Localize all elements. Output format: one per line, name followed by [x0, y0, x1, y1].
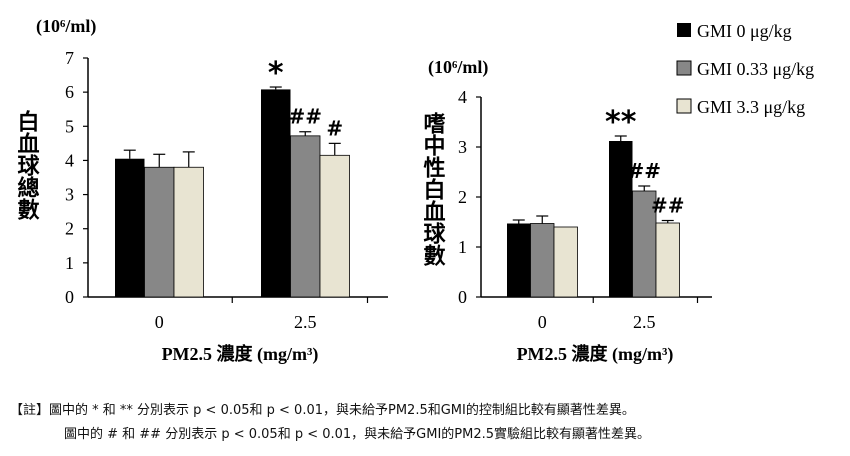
chart2-bar	[609, 141, 633, 297]
legend-label-gmi-033: GMI 0.33 μg/kg	[697, 59, 814, 79]
legend: GMI 0 μg/kg GMI 0.33 μg/kg GMI 3.3 μg/kg	[676, 21, 814, 117]
chart2-category-label: 2.5	[633, 312, 656, 332]
chart2-x-axis-title: PM2.5 濃度 (mg/m³)	[517, 343, 674, 365]
figure: (10⁶/ml) 白血球總數 PM2.5 濃度 (mg/m³) 0 1 2 3 4 5 6 7…	[14, 16, 815, 365]
chart2-y-tick-label: 2	[458, 187, 467, 207]
legend-swatch-gmi-033	[676, 60, 692, 76]
chart2-significance-marker: ##	[651, 194, 685, 218]
chart2-bar	[655, 222, 680, 298]
chart1-y-tick-label: 6	[65, 82, 74, 102]
chart1-category-label: 2.5	[294, 312, 317, 332]
chart1-significance-marker: *	[268, 56, 284, 91]
chart2-y-tick-label: 3	[458, 137, 467, 157]
chart1-bar	[144, 166, 175, 298]
footnote-significance-star: 【註】圖中的 * 和 ** 分別表示 p < 0.05和 p < 0.01，與未…	[10, 403, 635, 418]
legend-swatch-gmi-0	[677, 23, 691, 37]
chart1-y-tick-label: 2	[65, 219, 74, 239]
chart1-y-tick-label: 4	[65, 150, 74, 170]
legend-swatch-gmi-33	[676, 98, 692, 114]
chart1-y-tick-label: 1	[65, 253, 74, 273]
chart2-y-tick-label: 4	[458, 87, 467, 107]
chart2-bar	[530, 223, 555, 298]
footnote-significance-hash: 圖中的 # 和 ## 分別表示 p < 0.05和 p < 0.01，與未給予G…	[64, 427, 651, 442]
chart2-y-tick-label: 1	[458, 237, 467, 257]
chart1-significance-marker: #	[326, 116, 343, 140]
chart1-category-label: 0	[155, 312, 164, 332]
chart2-plot: 0 1 2 3 4 0 2.5 ** ## ##	[458, 87, 712, 332]
chart2-unit-label: (10⁶/ml)	[428, 57, 488, 78]
chart2-y-tick-label: 0	[458, 287, 467, 307]
chart1-y-tick-label: 7	[65, 48, 74, 68]
legend-label-gmi-0: GMI 0 μg/kg	[697, 21, 792, 41]
chart1-unit-label: (10⁶/ml)	[36, 16, 96, 37]
chart1-x-axis-title: PM2.5 濃度 (mg/m³)	[162, 343, 319, 365]
chart2-bar	[507, 223, 531, 297]
chart1-bar	[115, 158, 145, 297]
chart1-bar	[261, 89, 291, 297]
chart1-significance-marker: ##	[288, 105, 322, 129]
chart2-significance-marker: **	[605, 105, 637, 140]
chart1-y-tick-label: 3	[65, 185, 74, 205]
chart2-bar	[553, 226, 578, 298]
chart1-bar	[319, 154, 350, 298]
chart1-y-tick-label: 5	[65, 116, 74, 136]
legend-label-gmi-33: GMI 3.3 μg/kg	[697, 97, 805, 117]
chart1-bar	[290, 135, 321, 298]
chart2-category-label: 0	[538, 312, 547, 332]
chart1-y-tick-label: 0	[65, 287, 74, 307]
chart1-y-axis-title: 白血球總數	[14, 109, 40, 221]
chart2-y-axis-title: 嗜中性白血球數	[420, 112, 446, 267]
chart2-significance-marker: ##	[627, 159, 661, 183]
chart1-bar	[173, 166, 204, 298]
